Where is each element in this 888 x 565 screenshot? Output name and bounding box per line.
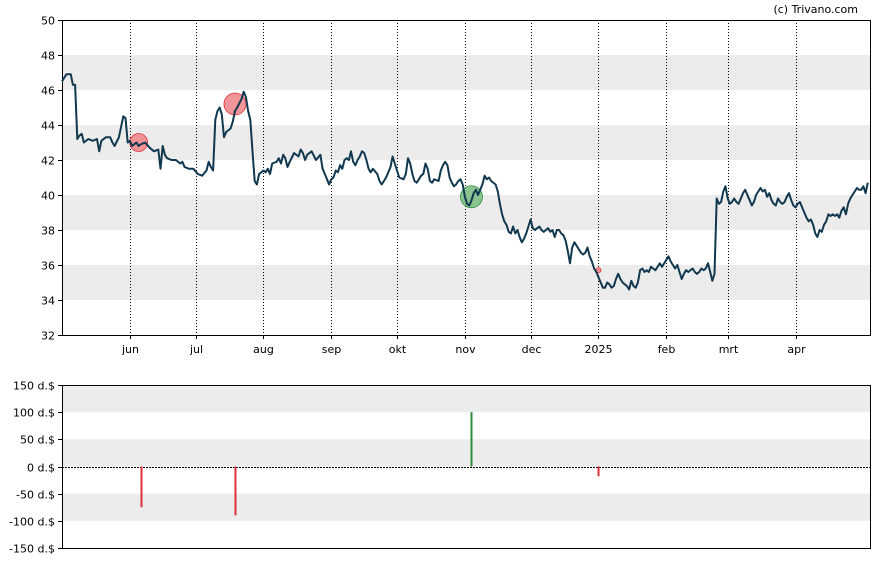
x-tick-label: jul: [189, 343, 203, 356]
x-tick-label: mrt: [719, 343, 739, 356]
x-tick-label: feb: [658, 343, 676, 356]
y-tick-label: 34: [41, 295, 55, 308]
trade-y-tick-label: -150 d.$: [9, 543, 55, 556]
y-tick-label: 36: [41, 260, 55, 273]
price-band: [62, 265, 870, 300]
trade-panel-frame: [62, 385, 871, 549]
price-line: [61, 73, 869, 291]
trade-y-tick-label: -50 d.$: [16, 489, 55, 502]
trade-y-tick-label: 100 d.$: [13, 407, 55, 420]
x-tick-label: sep: [322, 343, 341, 356]
copyright-label: (c) Trivano.com: [773, 3, 858, 16]
trade-band: [62, 439, 870, 467]
trade-band: [62, 493, 870, 521]
x-tick-label: aug: [253, 343, 274, 356]
trade-y-tick-label: 50 d.$: [20, 434, 55, 447]
x-tick-label: 2025: [585, 343, 613, 356]
y-tick-label: 46: [41, 85, 55, 98]
y-tick-label: 48: [41, 50, 55, 63]
y-tick-label: 50: [41, 15, 55, 28]
price-frame: [62, 20, 871, 336]
y-tick-label: 42: [41, 155, 55, 168]
price-line-group: [61, 73, 869, 291]
x-tick-label: apr: [787, 343, 806, 356]
trade-y-tick-label: -100 d.$: [9, 516, 55, 529]
price-y-axis: 32 34 36 38 40 42 44 46 48 50: [41, 15, 62, 343]
x-tick-label: nov: [455, 343, 476, 356]
x-tick-label: dec: [522, 343, 542, 356]
trade-panel-bands: [62, 385, 870, 521]
y-tick-label: 38: [41, 225, 55, 238]
price-band: [62, 125, 870, 160]
x-tick-label: okt: [389, 343, 407, 356]
y-tick-label: 44: [41, 120, 55, 133]
x-tick-label: jun: [121, 343, 139, 356]
trade-band: [62, 385, 870, 413]
y-tick-label: 40: [41, 190, 55, 203]
trade-y-tick-label: 150 d.$: [13, 380, 55, 393]
y-tick-label: 32: [41, 330, 55, 343]
trade-markers: [129, 92, 602, 274]
price-band: [62, 55, 870, 90]
trade-y-axis: -150 d.$ -100 d.$ -50 d.$ 0 d.$ 50 d.$ 100 d.…: [9, 380, 62, 556]
trade-y-tick-label: 0 d.$: [27, 462, 55, 475]
price-panel-frame: [62, 20, 871, 336]
trade-bars: [140, 412, 600, 516]
price-x-axis: jun jul aug sep okt nov dec 2025 feb mrt apr: [121, 335, 806, 356]
